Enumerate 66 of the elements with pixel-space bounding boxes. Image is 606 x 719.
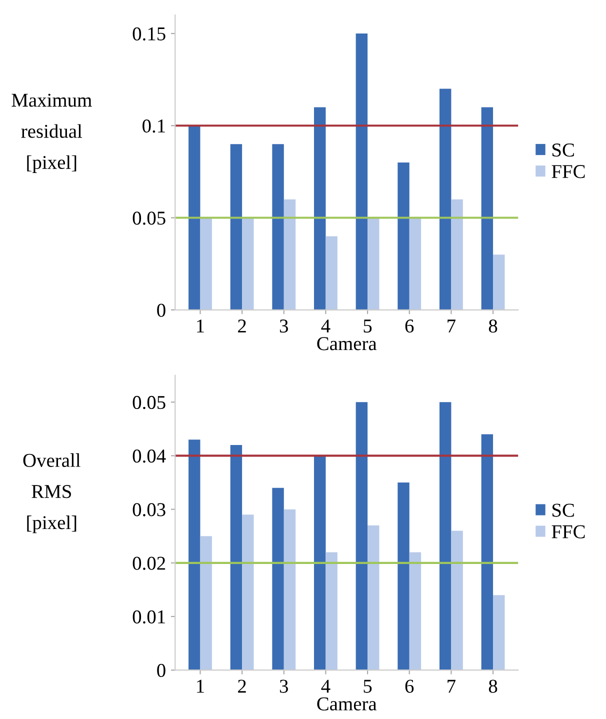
bar [439,88,452,310]
x-tick-label: 7 [448,680,456,693]
y-axis-title: Overall RMS [pixel] [23,453,80,534]
x-tick-label: 1 [197,680,204,693]
bar [272,144,284,310]
bar [284,199,296,310]
bar [326,236,338,310]
x-tick-label: 3 [280,320,288,333]
x-tick-label: 3 [280,680,288,693]
bar [481,434,494,670]
bar [188,440,200,670]
bar [398,162,410,310]
bar [368,218,380,310]
bar [284,509,296,670]
bar [188,126,200,310]
x-tick-label: 6 [405,320,414,333]
bar [200,536,212,670]
bar [493,595,505,670]
bar [398,482,410,670]
bar [481,107,494,310]
y-tick-label: 0.04 [132,450,166,463]
y-tick-label: 0.03 [132,503,166,516]
x-tick-label: 4 [321,320,330,332]
legend-label: SC [552,144,574,157]
bar [314,107,326,310]
x-tick-label: 4 [321,680,330,693]
bar [439,402,452,670]
x-tick-label: 2 [238,680,246,693]
y-tick-label: 0.01 [132,610,165,624]
bar [368,525,380,670]
y-tick-label: 0.05 [132,396,166,410]
bar [451,530,463,670]
bar [356,402,368,670]
bar [200,218,212,310]
x-tick-label: 1 [197,320,204,332]
bar [356,34,368,310]
bar [409,218,422,310]
y-tick-label: 0.02 [132,556,166,570]
legend-label: FFC [552,165,585,178]
x-axis-title: Camera [317,697,377,710]
bar [451,199,463,310]
x-axis-title: Camera [317,337,377,350]
x-tick-label: 8 [488,319,498,333]
legend-label: SC [552,504,574,517]
y-tick-label: 0.1 [142,119,165,133]
bar [409,552,422,670]
bar [326,552,338,670]
x-tick-label: 5 [364,320,372,333]
y-tick-label: 0 [157,664,166,678]
y-tick-label: 0.15 [132,27,166,41]
x-tick-label: 7 [448,320,456,332]
y-tick-label: 0.05 [132,212,166,225]
bar [242,218,254,310]
x-tick-label: 5 [364,680,372,693]
y-tick-label: 0 [157,304,166,317]
x-tick-label: 6 [405,680,414,693]
x-tick-label: 2 [238,320,246,332]
bar [230,144,242,310]
x-tick-label: 8 [488,680,498,693]
bar [242,514,254,670]
bar [493,254,505,310]
bar [272,488,284,670]
legend-label: FFC [552,525,585,538]
bar [230,444,242,670]
y-axis-title: Maximum residual [pixel] [12,94,92,173]
bar [314,456,326,670]
